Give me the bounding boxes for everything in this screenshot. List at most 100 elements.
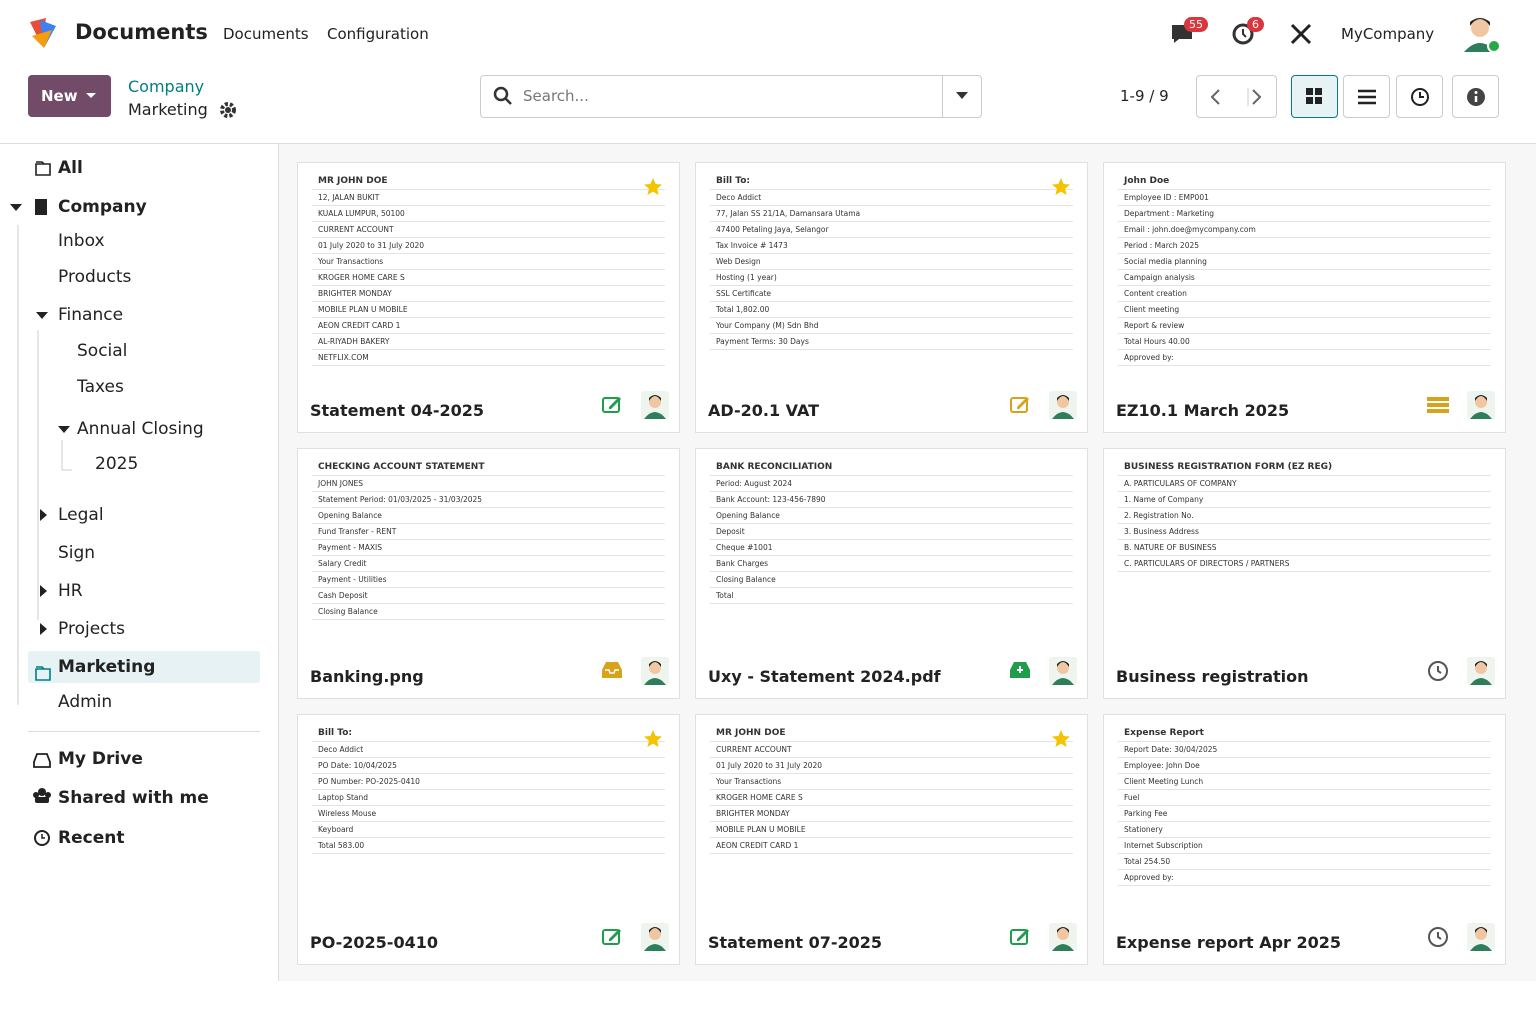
sidebar-item[interactable]: 2025 <box>95 454 139 474</box>
owner-avatar[interactable] <box>1467 923 1495 955</box>
status-icon[interactable] <box>1009 926 1033 952</box>
search-placeholder: Search... <box>523 87 589 105</box>
favorite-star[interactable] <box>1051 729 1071 753</box>
status-icon[interactable] <box>601 926 625 952</box>
status-icon[interactable] <box>1427 660 1451 686</box>
shortcut[interactable]: Shared with me <box>58 788 209 808</box>
owner-avatar[interactable] <box>1467 657 1495 689</box>
info-button[interactable] <box>1452 75 1499 118</box>
sidebar-item[interactable]: Legal <box>58 505 104 525</box>
pager-arrows[interactable] <box>1209 88 1263 106</box>
company-switcher[interactable]: MyCompany <box>1341 25 1435 43</box>
sidebar-item[interactable]: Products <box>58 267 132 287</box>
breadcrumb-link[interactable]: Company <box>128 77 205 96</box>
activity-view[interactable] <box>1396 75 1443 118</box>
document-card[interactable]: CHECKING ACCOUNT STATEMENT JOHN JONES Stat… <box>297 448 680 699</box>
document-card[interactable]: BUSINESS REGISTRATION FORM (EZ REG) A. PA… <box>1103 448 1506 699</box>
preview-line: Payment Terms: 30 Days <box>710 334 1073 350</box>
kanban-view[interactable] <box>1291 75 1338 118</box>
preview-line: Total <box>710 588 1073 604</box>
sidebar-item[interactable]: Social <box>77 341 128 361</box>
preview-line: Tax Invoice # 1473 <box>710 238 1073 254</box>
owner-avatar[interactable] <box>641 923 669 955</box>
sidebar-item[interactable]: Sign <box>58 543 96 563</box>
menu-item[interactable]: Configuration <box>327 25 429 43</box>
owner-avatar[interactable] <box>1049 657 1077 689</box>
preview-line: 47400 Petaling Jaya, Selangor <box>710 222 1073 238</box>
preview-line: Social media planning <box>1118 254 1491 270</box>
preview-line: Client meeting <box>1118 302 1491 318</box>
owner-avatar[interactable] <box>1049 923 1077 955</box>
caret[interactable] <box>956 92 968 100</box>
document-preview: Bill To: Deco Addict PO Date: 10/04/2025 PO… <box>312 725 665 912</box>
sidebar-item[interactable]: All <box>58 158 83 178</box>
sidebar-item[interactable]: Admin <box>58 692 113 712</box>
preview-line: Cash Deposit <box>312 588 665 604</box>
sidebar-item[interactable]: Projects <box>58 619 126 639</box>
gear-icon[interactable] <box>219 101 237 119</box>
document-preview: Bill To: Deco Addict 77, Jalan SS 21/1A, D… <box>710 173 1073 380</box>
divider <box>278 143 279 981</box>
preview-line: A. PARTICULARS OF COMPANY <box>1118 476 1491 492</box>
new-label: New <box>41 87 78 105</box>
user-avatar[interactable] <box>1460 14 1502 54</box>
preview-line: Parking Fee <box>1118 806 1491 822</box>
favorite-star[interactable] <box>643 729 663 753</box>
sidebar-item[interactable]: Marketing <box>58 657 156 677</box>
sidebar-item[interactable]: Taxes <box>77 377 124 397</box>
document-card[interactable]: Expense Report Report Date: 30/04/2025 Emp… <box>1103 714 1506 965</box>
document-title: Banking.png <box>310 667 424 686</box>
list-view[interactable] <box>1343 75 1390 118</box>
preview-line: AEON CREDIT CARD 1 <box>312 318 665 334</box>
preview-line: Salary Credit <box>312 556 665 572</box>
status-icon[interactable] <box>601 394 625 420</box>
shortcut[interactable]: My Drive <box>58 749 143 769</box>
preview-line: SSL Certificate <box>710 286 1073 302</box>
activity-icon[interactable] <box>1231 22 1255 46</box>
status-icon[interactable] <box>1427 926 1451 952</box>
icon <box>1358 89 1376 105</box>
preview-line: Keyboard <box>312 822 665 838</box>
shortcut[interactable]: Recent <box>58 828 125 848</box>
owner-avatar[interactable] <box>641 391 669 423</box>
preview-line: Payment - Utilities <box>312 572 665 588</box>
status-icon[interactable] <box>601 660 625 686</box>
active-highlight <box>28 651 260 683</box>
owner-avatar[interactable] <box>1049 391 1077 423</box>
document-card[interactable]: MR JOHN DOE CURRENT ACCOUNT 01 July 2020 t… <box>695 714 1088 965</box>
preview-line: KROGER HOME CARE S <box>710 790 1073 806</box>
sidebar-item[interactable]: Inbox <box>58 231 105 251</box>
preview-line: 1. Name of Company <box>1118 492 1491 508</box>
favorite-star[interactable] <box>1051 177 1071 201</box>
search-box[interactable]: Search... <box>480 75 982 118</box>
menu-item[interactable]: Documents <box>223 25 309 43</box>
document-card[interactable]: Bill To: Deco Addict PO Date: 10/04/2025 PO… <box>297 714 680 965</box>
sidebar-item[interactable]: Company <box>58 197 147 217</box>
document-card[interactable]: BANK RECONCILIATION Period: August 2024 Ba… <box>695 448 1088 699</box>
badge: 6 <box>1247 17 1264 32</box>
document-preview: BUSINESS REGISTRATION FORM (EZ REG) A. PA… <box>1118 459 1491 646</box>
preview-line: 3. Business Address <box>1118 524 1491 540</box>
owner-avatar[interactable] <box>641 657 669 689</box>
document-card[interactable]: Bill To: Deco Addict 77, Jalan SS 21/1A, D… <box>695 162 1088 433</box>
document-card[interactable]: John Doe Employee ID : EMP001 Department :… <box>1103 162 1506 433</box>
preview-line: Period: August 2024 <box>710 476 1073 492</box>
document-title: Business registration <box>1116 667 1309 686</box>
tools-icon[interactable] <box>1289 22 1313 46</box>
sidebar-item[interactable]: HR <box>58 581 83 601</box>
document-card[interactable]: MR JOHN DOE 12, JALAN BUKIT KUALA LUMPUR, … <box>297 162 680 433</box>
tree-lines <box>10 161 72 705</box>
preview-line: Expense Report <box>1118 725 1491 742</box>
sidebar-item[interactable]: Finance <box>58 305 124 325</box>
preview-line: Department : Marketing <box>1118 206 1491 222</box>
preview-line: Stationery <box>1118 822 1491 838</box>
status-icon[interactable] <box>1427 394 1451 420</box>
new-button[interactable]: New <box>28 75 111 117</box>
icon <box>1306 88 1322 104</box>
status-icon[interactable] <box>1009 394 1033 420</box>
favorite-star[interactable] <box>643 177 663 201</box>
sidebar-item[interactable]: Annual Closing <box>77 419 204 439</box>
preview-line: Content creation <box>1118 286 1491 302</box>
owner-avatar[interactable] <box>1467 391 1495 423</box>
status-icon[interactable] <box>1009 660 1033 686</box>
